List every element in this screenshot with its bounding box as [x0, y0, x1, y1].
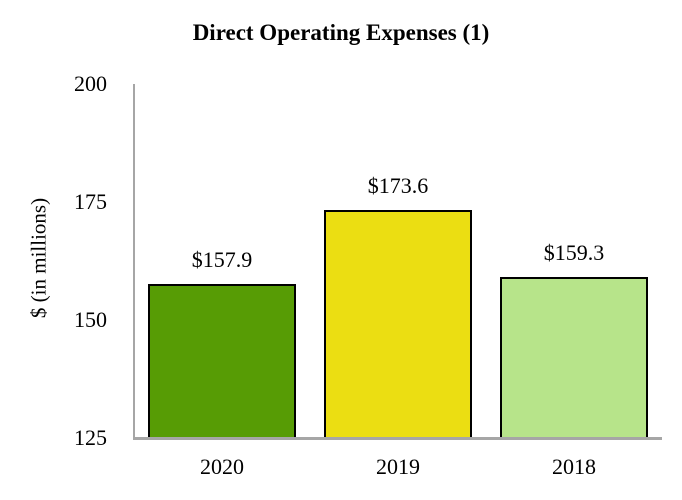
- y-tick-label: 125: [74, 425, 107, 450]
- chart-title: Direct Operating Expenses (1): [192, 20, 490, 45]
- bar-2018: [500, 277, 648, 439]
- bar-value-label: $173.6: [367, 172, 429, 198]
- y-tick-label: 200: [74, 71, 107, 96]
- y-tick-label: 150: [74, 307, 107, 332]
- x-category-label: 2019: [376, 454, 420, 479]
- y-axis-line: [133, 84, 135, 440]
- x-category-label: 2018: [552, 454, 596, 479]
- x-axis-line: [133, 437, 662, 440]
- bar-2019: [324, 209, 472, 439]
- bar-2020: [148, 283, 296, 439]
- bar-value-label: $157.9: [191, 246, 253, 272]
- bar-value-label: $159.3: [543, 240, 605, 266]
- y-tick-label: 175: [74, 189, 107, 214]
- x-category-label: 2020: [200, 454, 244, 479]
